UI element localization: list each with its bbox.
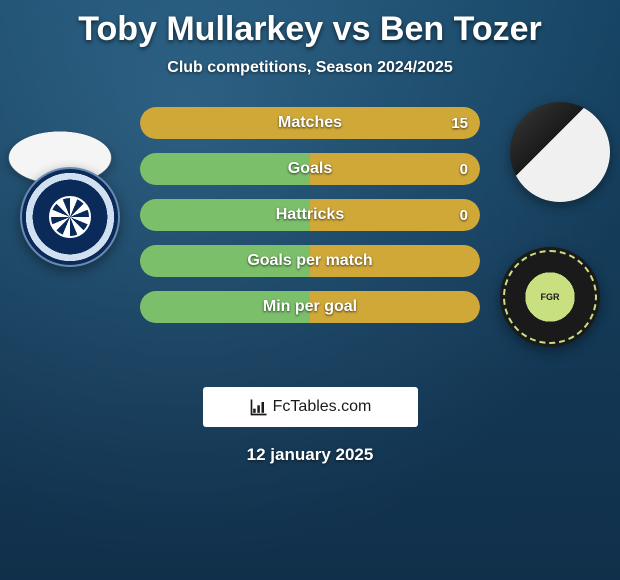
- stat-bar-right-value: 0: [460, 153, 468, 185]
- stat-bar-right-value: 15: [451, 107, 468, 139]
- subtitle: Club competitions, Season 2024/2025: [0, 59, 620, 77]
- stat-bars: Matches15Goals0Hattricks0Goals per match…: [140, 107, 480, 337]
- date-text: 12 january 2025: [0, 445, 620, 465]
- stat-bar-row: Goals per match: [140, 245, 480, 277]
- stat-bar-row: Min per goal: [140, 291, 480, 323]
- stat-bar-right-value: 0: [460, 199, 468, 231]
- watermark-logo: FcTables.com: [203, 387, 418, 427]
- stat-bar-row: Goals0: [140, 153, 480, 185]
- player-right-avatar: [510, 102, 610, 202]
- comparison-panel: FGR Matches15Goals0Hattricks0Goals per m…: [0, 107, 620, 367]
- stat-bar-label: Min per goal: [140, 291, 480, 323]
- player-left-club-badge: [20, 167, 120, 267]
- player-right-club-text: FGR: [541, 292, 560, 302]
- stat-bar-label: Goals per match: [140, 245, 480, 277]
- chart-icon: [249, 397, 269, 417]
- stat-bar-label: Goals: [140, 153, 480, 185]
- stat-bar-row: Matches15: [140, 107, 480, 139]
- stat-bar-label: Matches: [140, 107, 480, 139]
- watermark-text: FcTables.com: [273, 398, 372, 416]
- player-right-club-badge: FGR: [500, 247, 600, 347]
- stat-bar-label: Hattricks: [140, 199, 480, 231]
- page-title: Toby Mullarkey vs Ben Tozer: [0, 0, 620, 49]
- stat-bar-row: Hattricks0: [140, 199, 480, 231]
